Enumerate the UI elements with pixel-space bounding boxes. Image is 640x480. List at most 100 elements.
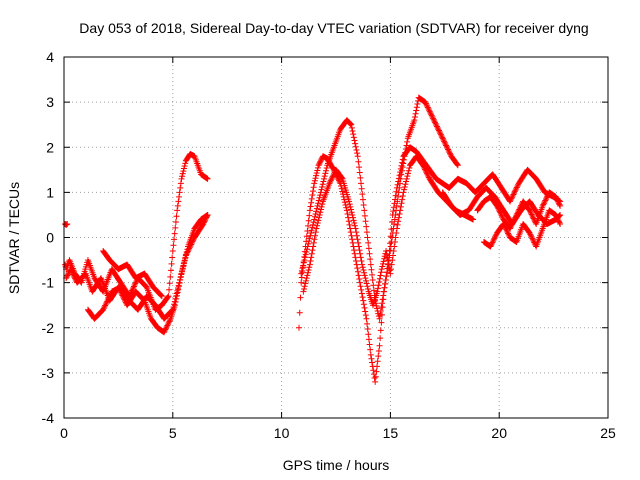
data-point: [130, 284, 137, 291]
data-point: [365, 331, 372, 338]
data-point: [203, 214, 210, 221]
data-point: [364, 326, 371, 333]
data-point: [346, 198, 353, 205]
data-point: [361, 269, 368, 276]
data-point: [427, 109, 434, 116]
data-point: [306, 207, 313, 214]
data-point: [511, 215, 518, 222]
data-point: [313, 208, 320, 215]
data-point: [309, 224, 316, 231]
data-point: [309, 188, 316, 195]
data-point: [391, 243, 398, 250]
data-point: [165, 321, 172, 328]
data-point: [507, 224, 514, 231]
data-point: [169, 248, 176, 255]
series-5: [100, 248, 165, 300]
data-point: [348, 121, 355, 128]
y-tick-label: 1: [46, 184, 54, 200]
data-point: [433, 122, 440, 129]
data-point: [313, 172, 320, 179]
data-point: [107, 291, 114, 298]
data-point: [370, 367, 377, 374]
data-point: [526, 207, 533, 214]
data-point: [369, 277, 376, 284]
data-point: [392, 211, 399, 218]
data-point: [380, 292, 387, 299]
data-point: [171, 230, 178, 237]
data-point: [430, 115, 437, 122]
data-point: [509, 220, 516, 227]
data-point: [354, 150, 361, 157]
data-point: [359, 294, 366, 301]
data-point: [514, 183, 521, 190]
data-point: [394, 221, 401, 228]
y-tick-label: -3: [42, 365, 55, 381]
data-point: [498, 212, 505, 219]
data-point: [161, 327, 168, 334]
data-point: [328, 176, 335, 183]
data-point: [130, 283, 137, 290]
data-point: [369, 359, 376, 366]
data-point: [175, 285, 182, 292]
data-point: [363, 280, 370, 287]
data-point: [180, 260, 187, 267]
data-point: [172, 219, 179, 226]
grid-lines: [64, 57, 608, 418]
data-point: [359, 196, 366, 203]
data-point: [200, 219, 207, 226]
data-point: [296, 309, 303, 316]
data-point: [377, 335, 384, 342]
data-point: [553, 213, 560, 220]
data-point: [101, 303, 108, 310]
data-point: [492, 232, 499, 239]
data-point: [102, 301, 109, 308]
data-point: [349, 239, 356, 246]
data-point: [439, 135, 446, 142]
axis-ticks: 0 5 10 15 20 25 -4 -3 -2 -1 0 1 2 3 4: [42, 49, 616, 441]
data-point: [420, 162, 427, 169]
data-point: [437, 130, 444, 137]
data-point: [377, 307, 384, 314]
data-point: [540, 201, 547, 208]
data-point: [527, 231, 534, 238]
data-point: [528, 234, 535, 241]
data-point: [437, 131, 444, 138]
data-point: [422, 99, 429, 106]
data-point: [350, 134, 357, 141]
data-point: [491, 235, 498, 242]
data-point: [202, 217, 209, 224]
data-point: [387, 240, 394, 247]
data-point: [359, 264, 366, 271]
data-point: [552, 193, 559, 200]
data-point: [361, 207, 368, 214]
data-point: [176, 193, 183, 200]
series-3: [62, 220, 71, 228]
data-point: [395, 193, 402, 200]
data-point: [362, 275, 369, 282]
data-point: [304, 228, 311, 235]
data-point: [306, 264, 313, 271]
data-point: [490, 238, 497, 245]
data-point: [356, 169, 363, 176]
data-point: [182, 160, 189, 167]
data-point: [301, 285, 308, 292]
data-point: [180, 263, 187, 270]
data-point: [351, 222, 358, 229]
data-point: [348, 206, 355, 213]
data-point: [104, 298, 111, 305]
data-point: [317, 209, 324, 216]
data-point: [404, 173, 411, 180]
data-point: [425, 173, 432, 180]
data-point: [527, 210, 534, 217]
data-point: [391, 216, 398, 223]
data-point: [158, 293, 165, 300]
data-point: [323, 165, 330, 172]
data-point: [554, 214, 561, 221]
data-point: [308, 250, 315, 257]
y-axis-label: SDTVAR / TECUs: [6, 182, 22, 294]
data-point: [308, 227, 315, 234]
data-point: [311, 236, 318, 243]
data-point: [353, 257, 360, 264]
data-point: [169, 307, 176, 314]
